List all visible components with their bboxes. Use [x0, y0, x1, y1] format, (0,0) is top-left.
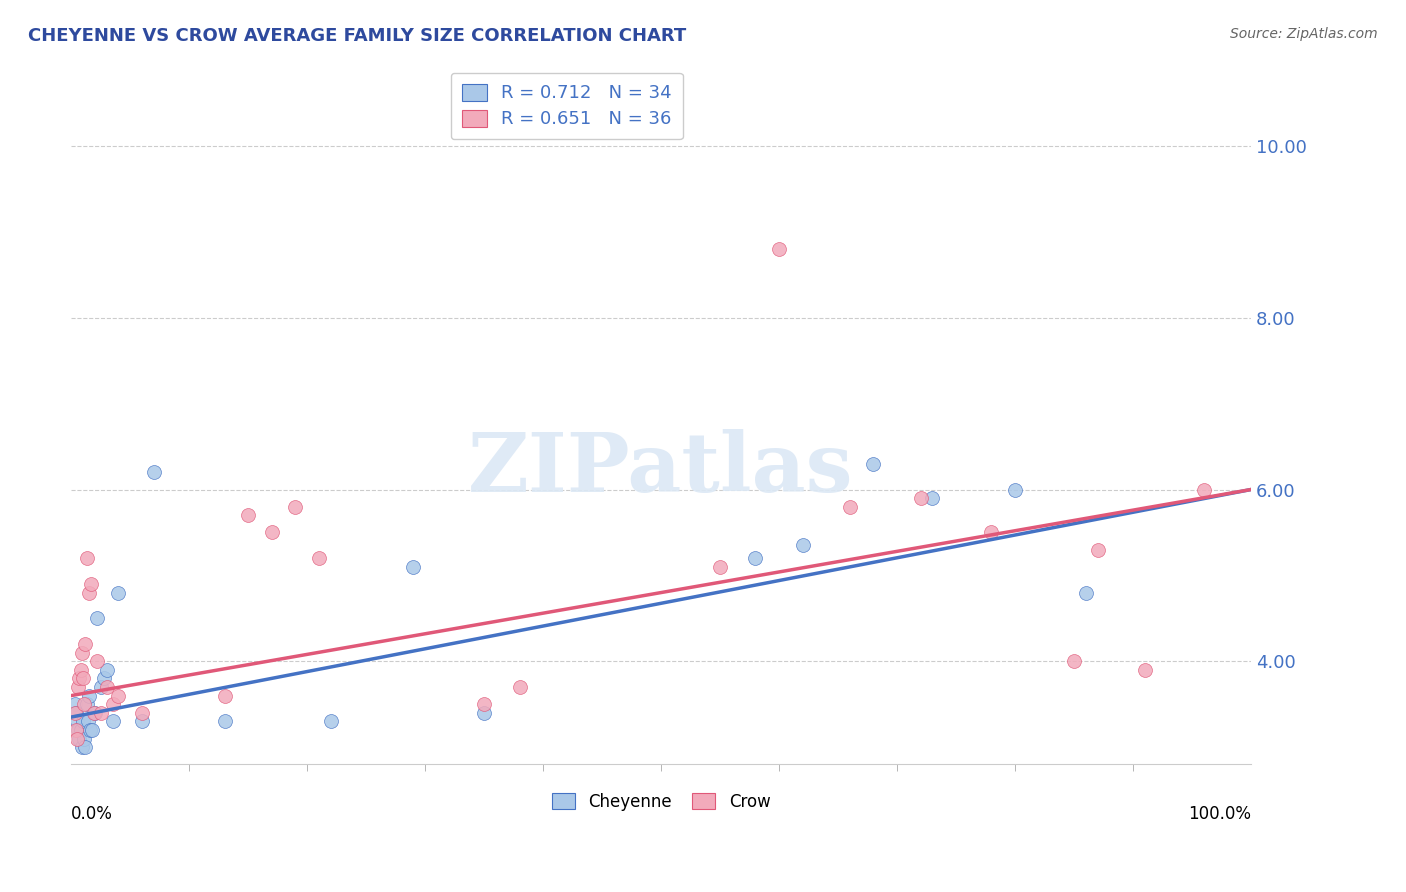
Point	[69, 723, 91, 737]
Point	[72, 714, 94, 729]
Point	[96, 680, 118, 694]
Point	[838, 500, 860, 514]
Point	[107, 585, 129, 599]
Point	[1133, 663, 1156, 677]
Point	[76, 697, 98, 711]
Point	[131, 706, 153, 720]
Point	[1074, 585, 1097, 599]
Point	[76, 551, 98, 566]
Point	[862, 457, 884, 471]
Point	[1063, 654, 1085, 668]
Point	[83, 706, 105, 720]
Point	[73, 697, 96, 711]
Point	[67, 723, 90, 737]
Point	[101, 714, 124, 729]
Point	[402, 559, 425, 574]
Point	[82, 723, 104, 737]
Point	[76, 714, 98, 729]
Point	[90, 706, 112, 720]
Point	[65, 706, 87, 720]
Point	[792, 538, 814, 552]
Point	[910, 491, 932, 505]
Point	[75, 740, 97, 755]
Point	[79, 723, 101, 737]
Point	[1087, 542, 1109, 557]
Point	[66, 714, 89, 729]
Point	[75, 637, 97, 651]
Point	[69, 663, 91, 677]
Text: CHEYENNE VS CROW AVERAGE FAMILY SIZE CORRELATION CHART: CHEYENNE VS CROW AVERAGE FAMILY SIZE COR…	[28, 27, 686, 45]
Point	[63, 697, 86, 711]
Text: Source: ZipAtlas.com: Source: ZipAtlas.com	[1230, 27, 1378, 41]
Point	[69, 731, 91, 746]
Point	[70, 740, 93, 755]
Point	[1192, 483, 1215, 497]
Point	[69, 672, 91, 686]
Point	[980, 525, 1002, 540]
Point	[508, 680, 530, 694]
Point	[80, 577, 103, 591]
Point	[238, 508, 260, 523]
Point	[72, 672, 94, 686]
Point	[472, 697, 495, 711]
Point	[65, 723, 87, 737]
Point	[142, 466, 165, 480]
Point	[66, 731, 89, 746]
Point	[86, 611, 108, 625]
Point	[73, 731, 96, 746]
Point	[308, 551, 330, 566]
Point	[472, 706, 495, 720]
Text: 0.0%: 0.0%	[72, 805, 112, 823]
Point	[96, 663, 118, 677]
Point	[131, 714, 153, 729]
Point	[260, 525, 283, 540]
Point	[319, 714, 342, 729]
Point	[70, 646, 93, 660]
Point	[93, 672, 115, 686]
Point	[63, 706, 86, 720]
Point	[107, 689, 129, 703]
Point	[101, 697, 124, 711]
Point	[921, 491, 943, 505]
Text: 100.0%: 100.0%	[1188, 805, 1251, 823]
Point	[83, 706, 105, 720]
Legend: Cheyenne, Crow: Cheyenne, Crow	[546, 787, 778, 818]
Point	[214, 689, 236, 703]
Point	[67, 680, 90, 694]
Point	[77, 585, 100, 599]
Point	[214, 714, 236, 729]
Point	[90, 680, 112, 694]
Point	[86, 654, 108, 668]
Point	[744, 551, 766, 566]
Point	[284, 500, 307, 514]
Point	[768, 242, 790, 256]
Text: ZIPatlas: ZIPatlas	[468, 429, 853, 509]
Point	[1004, 483, 1026, 497]
Point	[77, 689, 100, 703]
Point	[709, 559, 731, 574]
